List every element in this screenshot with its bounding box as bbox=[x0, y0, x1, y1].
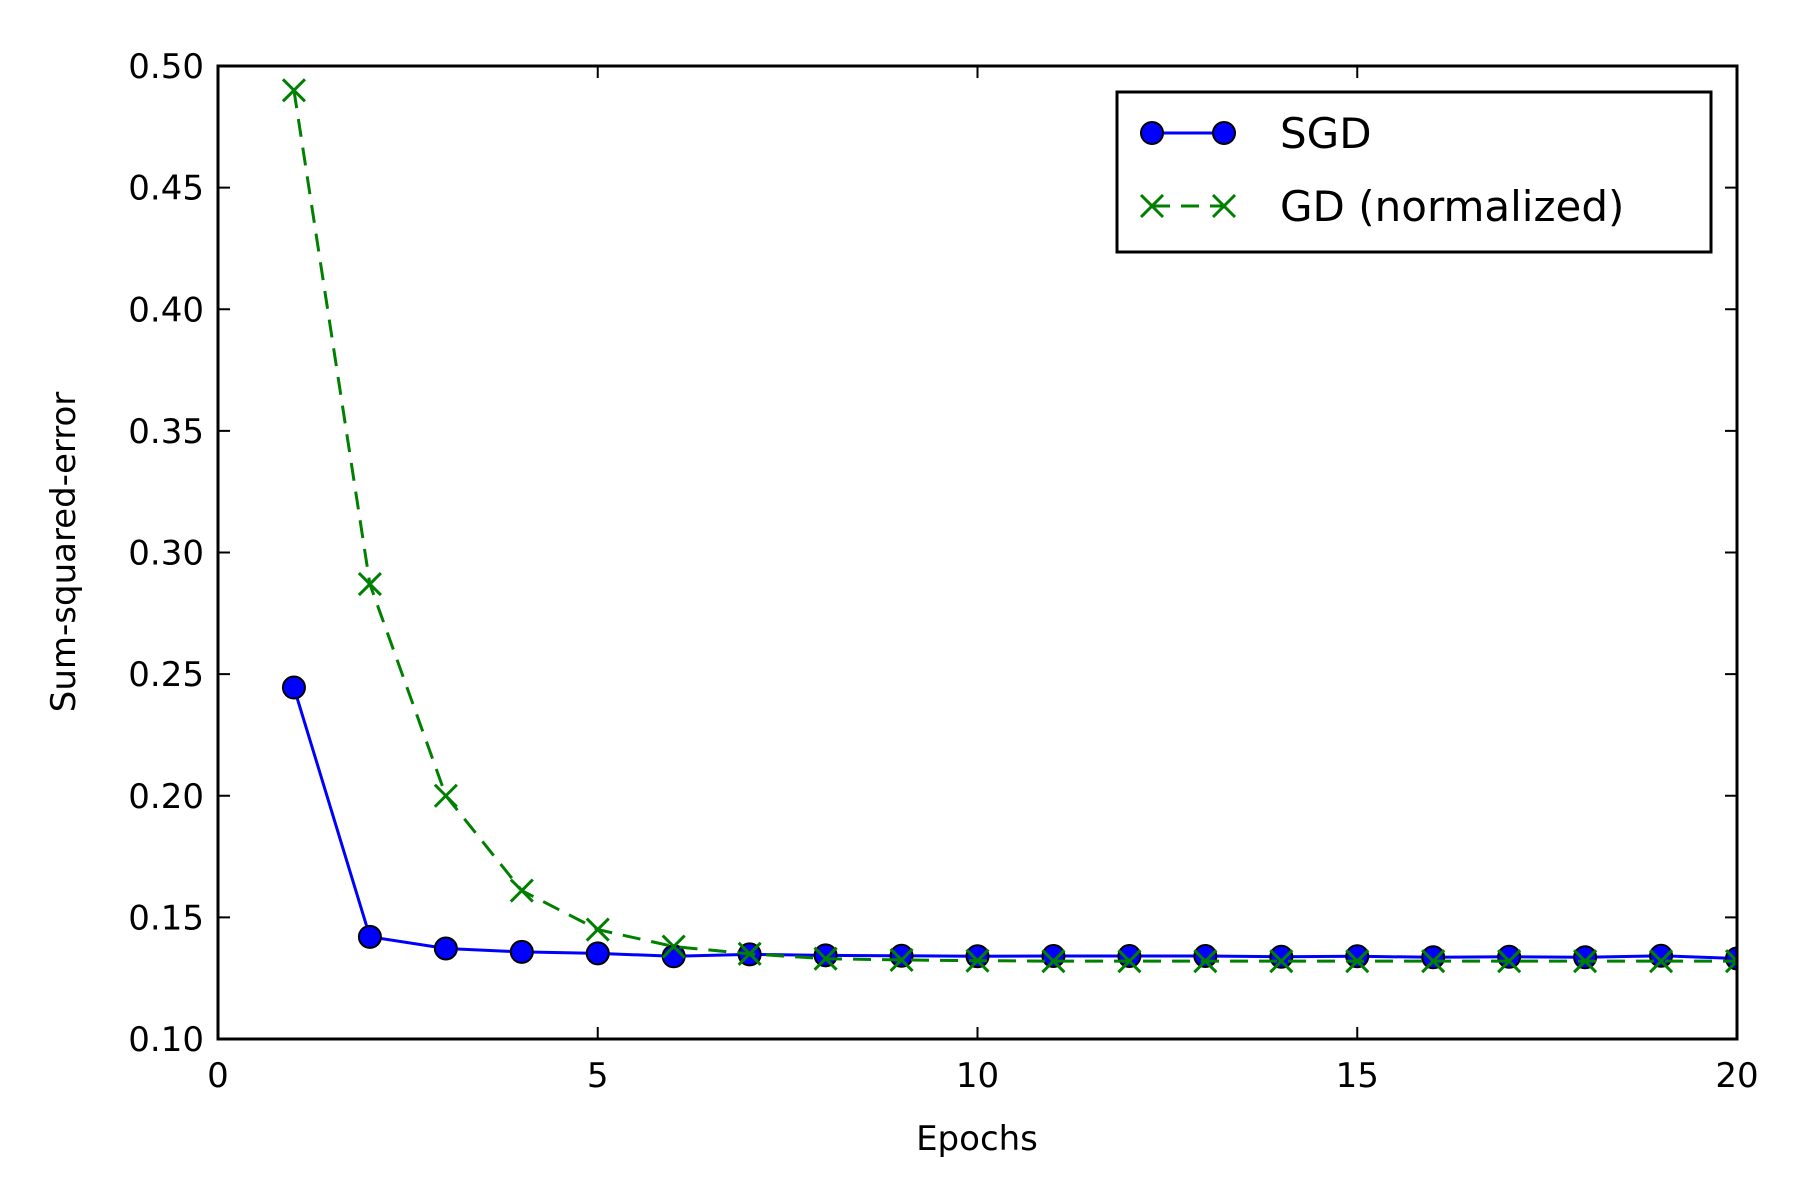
series-gd-point-7-stroke-b bbox=[813, 946, 838, 971]
x-tick-label-2: 10 bbox=[956, 1056, 999, 1096]
legend-entry-gd-marker-end bbox=[1211, 193, 1237, 219]
legend-entry-sgd: SGD bbox=[1140, 109, 1372, 158]
series-gd-point-9-stroke-b bbox=[965, 948, 990, 973]
series-gd-point-19-stroke-b bbox=[1724, 959, 1737, 974]
legend: SGD GD (normalized) bbox=[1115, 90, 1713, 254]
series-gd-point-8-stroke-b bbox=[889, 947, 914, 973]
series-sgd-point-15 bbox=[1421, 945, 1446, 970]
series-clipped bbox=[281, 78, 1737, 974]
series-gd-point-14 bbox=[1345, 949, 1370, 974]
x-tick-label-3: 15 bbox=[1336, 1056, 1379, 1096]
series-sgd-point-7 bbox=[813, 943, 838, 968]
series-gd-point-19-stroke-a bbox=[1724, 949, 1737, 964]
legend-entry-sgd-marker-start bbox=[1140, 121, 1164, 145]
series-sgd-point-4 bbox=[585, 941, 610, 966]
series-gd-point-10 bbox=[1041, 949, 1066, 974]
series-sgd-point-11 bbox=[1117, 944, 1142, 969]
y-tick-label-1: 0.15 bbox=[128, 898, 204, 938]
series-sgd-point-13 bbox=[1269, 944, 1294, 969]
series-gd-point-2 bbox=[433, 783, 458, 808]
series-gd-point-5-stroke-b bbox=[661, 934, 686, 959]
series-gd-point-12 bbox=[1193, 949, 1218, 974]
y-tick-label-2: 0.20 bbox=[128, 777, 204, 817]
series-gd-point-4-stroke-b bbox=[585, 917, 610, 942]
legend-entry-sgd-label: SGD bbox=[1280, 109, 1372, 158]
series-gd-point-0 bbox=[281, 78, 307, 103]
series-gd-point-4 bbox=[585, 917, 610, 942]
y-tick-label-6: 0.40 bbox=[128, 290, 204, 330]
x-tick-label-4: 20 bbox=[1715, 1056, 1758, 1096]
x-tick-label-1: 5 bbox=[587, 1056, 609, 1096]
legend-entry-gd-marker-end-stroke-b bbox=[1211, 193, 1237, 219]
series-sgd-point-17 bbox=[1573, 945, 1598, 970]
series-gd-point-7 bbox=[813, 946, 838, 971]
series-gd bbox=[281, 78, 1737, 974]
series-layer bbox=[281, 78, 1737, 974]
y-tick-label-0: 0.10 bbox=[128, 1020, 204, 1060]
y-tick-label-5: 0.35 bbox=[128, 412, 204, 452]
series-gd-point-13-stroke-b bbox=[1269, 949, 1294, 974]
series-gd-point-9 bbox=[965, 948, 990, 973]
series-gd-point-14-stroke-b bbox=[1345, 949, 1370, 974]
series-gd-point-3-stroke-b bbox=[509, 878, 534, 903]
legend-box bbox=[1115, 90, 1713, 254]
y-axis-label: Sum-squared-error bbox=[44, 392, 84, 713]
series-sgd-point-18 bbox=[1649, 943, 1674, 968]
legend-entry-sgd-marker-end bbox=[1212, 121, 1236, 145]
series-sgd-point-9 bbox=[965, 944, 990, 969]
series-gd-point-15 bbox=[1421, 949, 1446, 974]
series-gd-point-6 bbox=[737, 941, 762, 966]
ticks-layer: 0 5 10 15 20 0.10 0.15 0.20 0.25 0.30 0.35 0.40 0.45… bbox=[128, 47, 1758, 1096]
series-sgd-line bbox=[292, 687, 1737, 960]
series-sgd-point-10 bbox=[1041, 944, 1066, 969]
legend-entry-gd-label: GD (normalized) bbox=[1280, 182, 1624, 231]
legend-entry-gd-marker-start bbox=[1139, 193, 1165, 219]
x-axis-label: Epochs bbox=[916, 1119, 1038, 1159]
series-gd-line bbox=[292, 90, 1737, 963]
series-gd-point-18 bbox=[1648, 949, 1674, 974]
series-gd-point-18-stroke-b bbox=[1648, 949, 1674, 974]
series-gd-point-13 bbox=[1269, 949, 1294, 974]
series-gd-point-1-stroke-b bbox=[357, 572, 382, 597]
series-sgd-point-12 bbox=[1193, 944, 1218, 969]
series-gd-point-16-stroke-b bbox=[1497, 949, 1522, 974]
series-gd-point-17 bbox=[1573, 949, 1598, 974]
series-sgd-point-8 bbox=[889, 943, 914, 968]
series-gd-point-2-stroke-b bbox=[433, 783, 458, 808]
series-gd-point-5 bbox=[661, 934, 686, 959]
series-sgd-point-16 bbox=[1497, 944, 1522, 969]
series-gd-point-1 bbox=[357, 572, 382, 597]
series-gd-point-6-stroke-b bbox=[737, 941, 762, 966]
series-sgd-point-14 bbox=[1345, 944, 1370, 969]
series-gd-point-16 bbox=[1497, 949, 1522, 974]
series-gd-point-19 bbox=[1724, 949, 1737, 974]
series-gd-point-0-stroke-b bbox=[281, 78, 307, 103]
y-tick-label-4: 0.30 bbox=[128, 534, 204, 574]
series-gd-point-17-stroke-b bbox=[1573, 949, 1598, 974]
y-tick-label-8: 0.50 bbox=[128, 47, 204, 87]
series-gd-point-15-stroke-b bbox=[1421, 949, 1446, 974]
y-tick-label-3: 0.25 bbox=[128, 655, 204, 695]
x-tick-label-0: 0 bbox=[207, 1056, 229, 1096]
series-sgd-point-3 bbox=[509, 939, 534, 964]
series-sgd-point-2 bbox=[433, 936, 458, 961]
series-gd-point-12-stroke-b bbox=[1193, 949, 1218, 974]
series-gd-point-8 bbox=[889, 947, 914, 973]
series-sgd-point-0 bbox=[281, 675, 306, 700]
series-sgd-point-1 bbox=[357, 924, 382, 949]
y-tick-label-7: 0.45 bbox=[128, 169, 204, 209]
series-gd-point-10-stroke-b bbox=[1041, 949, 1066, 974]
legend-entry-gd-marker-start-stroke-b bbox=[1139, 193, 1165, 219]
series-gd-point-11 bbox=[1117, 949, 1142, 974]
series-gd-point-11-stroke-b bbox=[1117, 949, 1142, 974]
legend-entry-gd: GD (normalized) bbox=[1139, 182, 1624, 231]
series-gd-point-3 bbox=[509, 878, 534, 903]
